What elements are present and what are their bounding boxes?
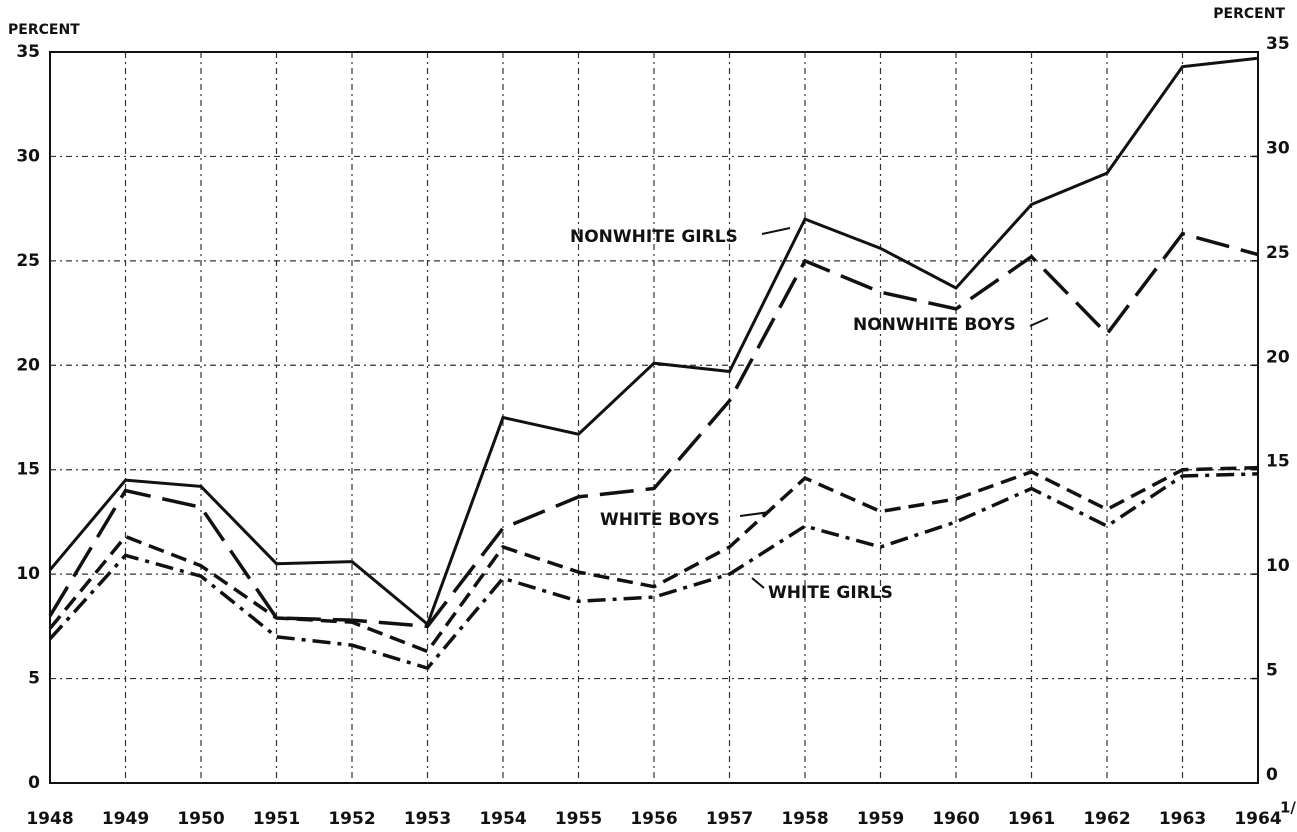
x-tick-label: 1956 — [630, 809, 677, 829]
y-tick-label: 20 — [16, 355, 40, 375]
series-line — [48, 56, 1259, 627]
x-tick-label: 1951 — [253, 809, 300, 829]
x-tick-label: 1958 — [781, 809, 828, 829]
y2-tick-label: 25 — [1266, 243, 1290, 263]
x-tick-label: 1948 — [26, 809, 73, 829]
y2-axis-title: PERCENT — [1213, 6, 1285, 22]
y-tick-label: 25 — [16, 251, 40, 271]
y-tick-label: 10 — [16, 564, 40, 584]
x-tick-label: 1950 — [177, 809, 224, 829]
x-tick-label: 1963 — [1159, 809, 1206, 829]
y-tick-label: 35 — [16, 42, 40, 62]
x-tick-label: 1960 — [932, 809, 979, 829]
label-arrow — [739, 511, 771, 517]
series-line — [48, 465, 1259, 654]
x-tick-label: 1957 — [706, 809, 753, 829]
series-label: NONWHITE BOYS — [853, 315, 1016, 335]
y2-tick-label: 35 — [1266, 34, 1290, 54]
series-label: WHITE BOYS — [600, 510, 720, 530]
series-line — [48, 472, 1259, 671]
x-tick-label: 1962 — [1083, 809, 1130, 829]
footnote: 1/ — [1280, 799, 1296, 817]
plot-frame — [49, 51, 1259, 784]
y2-tick-label: 10 — [1266, 556, 1290, 576]
y-tick-label: 30 — [16, 146, 40, 166]
x-tick-label: 1949 — [102, 809, 149, 829]
label-arrow — [751, 577, 765, 589]
y-tick-label: 0 — [28, 773, 40, 793]
x-tick-label: 1953 — [404, 809, 451, 829]
x-tick-label: 1954 — [479, 809, 526, 829]
series-label: WHITE GIRLS — [768, 583, 893, 603]
y2-tick-label: 20 — [1266, 347, 1290, 367]
label-arrow — [761, 227, 791, 235]
series-line — [48, 231, 1259, 629]
x-tick-label: 1964 — [1234, 809, 1281, 829]
y2-tick-label: 5 — [1266, 661, 1278, 681]
y2-tick-label: 30 — [1266, 138, 1290, 158]
y-axis-title: PERCENT — [8, 22, 80, 38]
x-tick-label: 1961 — [1008, 809, 1055, 829]
y2-tick-label: 15 — [1266, 452, 1290, 472]
label-arrow — [1029, 317, 1049, 327]
x-tick-label: 1952 — [328, 809, 375, 829]
y-tick-label: 5 — [28, 669, 40, 689]
series-label: NONWHITE GIRLS — [570, 227, 738, 247]
y2-tick-label: 0 — [1266, 765, 1278, 785]
y-tick-label: 15 — [16, 460, 40, 480]
x-tick-label: 1959 — [857, 809, 904, 829]
x-tick-label: 1955 — [555, 809, 602, 829]
